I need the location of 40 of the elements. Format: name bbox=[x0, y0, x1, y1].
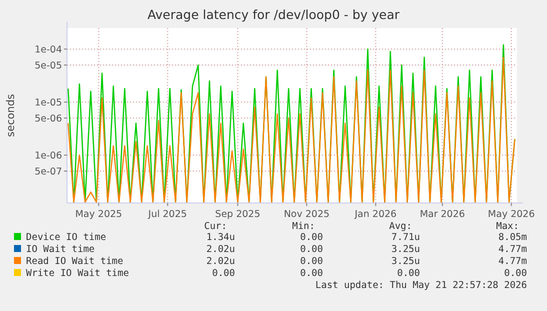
text: 0.00 bbox=[212, 268, 236, 279]
text: 0.00 bbox=[397, 268, 420, 279]
text: 0.00 bbox=[504, 268, 528, 279]
legend-label: IO Wait time bbox=[26, 244, 95, 255]
x-tick-label: Jul 2025 bbox=[147, 209, 187, 220]
x-tick-label: Nov 2025 bbox=[284, 209, 330, 220]
y-tick-label: 1e-04 bbox=[34, 44, 62, 56]
text: 2.02u bbox=[206, 244, 235, 255]
text: 2.02u bbox=[206, 256, 235, 267]
x-tick-label: May 2026 bbox=[488, 209, 535, 220]
text: 0.00 bbox=[300, 256, 324, 267]
text: 8.05m bbox=[498, 232, 528, 243]
text: 0.00 bbox=[300, 232, 324, 243]
y-tick-label: 5e-07 bbox=[34, 166, 62, 178]
legend-label: Write IO Wait time bbox=[26, 268, 130, 279]
y-axis-title: seconds bbox=[5, 94, 17, 137]
y-tick-label: 5e-05 bbox=[34, 60, 62, 72]
legend-label: Device IO time bbox=[26, 232, 106, 243]
text: 3.25u bbox=[391, 244, 420, 255]
y-tick-label: 1e-06 bbox=[34, 150, 62, 162]
x-tick-label: Mar 2026 bbox=[420, 209, 465, 220]
chart-title: Average latency for /dev/loop0 - by year bbox=[147, 7, 400, 22]
x-tick-label: Jan 2026 bbox=[354, 209, 397, 220]
y-tick-label: 5e-06 bbox=[34, 113, 62, 124]
text: 0.00 bbox=[300, 268, 324, 279]
text: 0.00 bbox=[300, 244, 324, 255]
text: 4.77m bbox=[498, 244, 528, 255]
text: 1.34u bbox=[206, 232, 235, 243]
text: 3.25u bbox=[391, 256, 420, 267]
x-tick-label: Sep 2025 bbox=[215, 209, 260, 220]
x-tick-label: May 2025 bbox=[75, 209, 122, 220]
y-tick-label: 1e-05 bbox=[34, 97, 62, 108]
text: Min: bbox=[292, 221, 315, 232]
text: Max: bbox=[496, 221, 519, 232]
legend-label: Read IO Wait time bbox=[26, 256, 124, 267]
text: Avg: bbox=[389, 221, 412, 232]
text: Cur: bbox=[204, 221, 227, 232]
text: 4.77m bbox=[498, 256, 528, 267]
text: 7.71u bbox=[391, 232, 420, 243]
text: Last update: Thu May 21 22:57:28 2026 bbox=[315, 280, 528, 291]
